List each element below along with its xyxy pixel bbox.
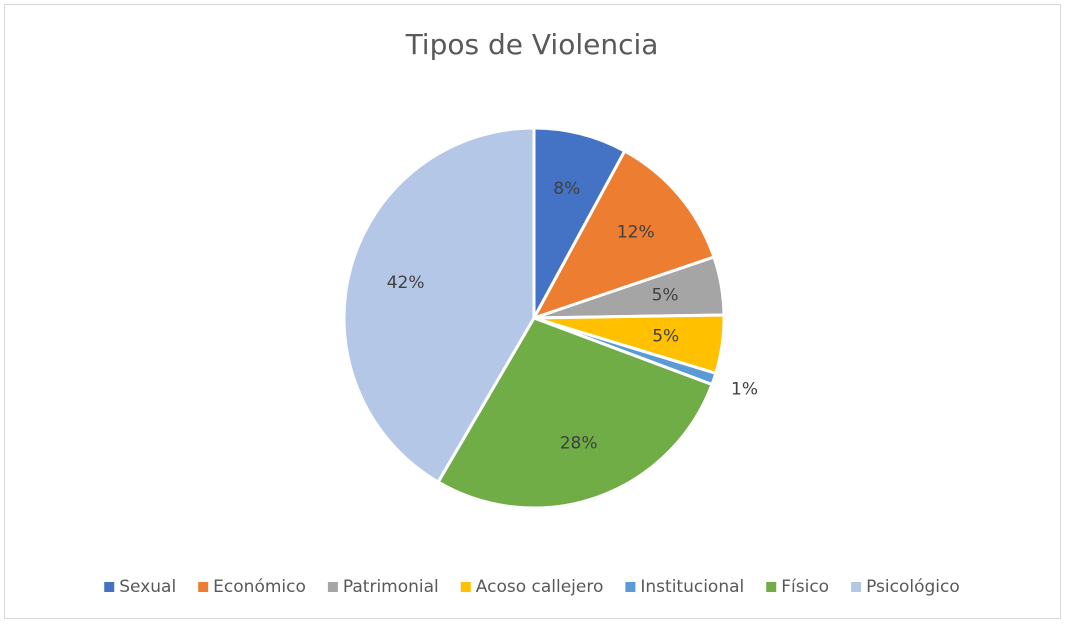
legend-label: Físico [781,577,829,597]
legend-marker [625,582,636,592]
data-label: 1% [731,379,758,399]
chart-title: Tipos de Violencia [405,28,659,61]
legend-marker [766,582,777,592]
data-label: 12% [617,222,655,242]
pie-slice [342,126,536,485]
legend-label: Psicológico [866,577,960,597]
legend-label: Institucional [640,577,744,597]
pie-slice [530,149,716,321]
legend-marker [327,582,338,592]
data-label: 5% [652,327,679,347]
data-label: 5% [652,285,679,305]
data-label: 42% [387,273,425,293]
legend-marker [104,582,115,592]
legend-marker [851,582,862,592]
legend-label: Económico [213,577,306,597]
legend-marker [460,582,471,592]
legend: Sexual Económico Patrimonial Acoso callejer… [104,577,960,597]
legend-marker [198,582,209,592]
legend-label: Patrimonial [343,577,439,597]
legend-label: Acoso callejero [476,577,604,597]
pie-slice [532,126,627,319]
data-label: 8% [553,179,580,199]
legend-label: Sexual [119,577,176,597]
data-label: 28% [560,433,598,453]
